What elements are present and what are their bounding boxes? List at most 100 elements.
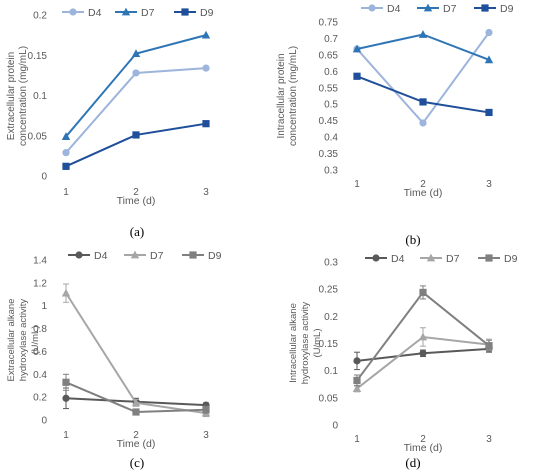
y-tick-label: 0.3 xyxy=(324,258,338,269)
y-tick-label: 0.4 xyxy=(324,133,338,144)
y-tick-label: 1.2 xyxy=(33,278,47,289)
data-point-d7 xyxy=(418,332,428,341)
y-tick-label: 0.2 xyxy=(324,312,338,323)
y-tick-label: 0.6 xyxy=(33,347,47,358)
data-point-d7 xyxy=(131,398,141,407)
y-tick-label: 0.7 xyxy=(324,34,338,45)
data-point-d9 xyxy=(62,162,70,170)
data-point-d7 xyxy=(61,132,71,140)
data-point-d4 xyxy=(62,149,70,157)
data-point-d4 xyxy=(202,64,210,72)
y-tick-label: 0.5 xyxy=(324,100,338,111)
y-tick-label: 0.25 xyxy=(319,285,339,296)
data-point-d9 xyxy=(353,376,361,385)
data-point-d9 xyxy=(62,378,70,386)
x-tick-label: 2 xyxy=(420,434,426,445)
data-point-d4 xyxy=(62,394,70,402)
y-tick-label: 0 xyxy=(41,172,47,183)
y-tick-label: 0.2 xyxy=(33,393,47,404)
data-point-d4 xyxy=(132,69,140,77)
x-tick-label: 1 xyxy=(63,430,69,441)
data-point-d7 xyxy=(418,30,428,38)
x-tick-label: 1 xyxy=(63,187,69,198)
legend-label-d4: D4 xyxy=(387,3,401,15)
data-point-d9 xyxy=(419,98,427,106)
legend-marker-d7 xyxy=(130,250,140,259)
x-tick-label: 1 xyxy=(354,179,360,190)
legend-label-d7: D7 xyxy=(443,3,457,15)
x-tick-label: 1 xyxy=(354,434,360,445)
legend-label-d7: D7 xyxy=(446,253,460,265)
legend-label-d9: D9 xyxy=(208,250,222,262)
x-axis-label: Time (d) xyxy=(117,438,156,450)
x-axis-label: Time (d) xyxy=(404,187,443,199)
data-point-d9 xyxy=(202,406,210,414)
y-axis-label: Extracellular proteinconcentration (mg/m… xyxy=(6,46,29,146)
legend-marker-d7 xyxy=(121,7,131,16)
data-point-d9 xyxy=(202,120,210,128)
panel-label-b: (b) xyxy=(405,232,420,247)
legend-label-d9: D9 xyxy=(500,3,514,15)
y-tick-label: 0.4 xyxy=(33,370,47,381)
y-tick-label: 1.4 xyxy=(33,256,47,267)
data-point-d7 xyxy=(131,49,141,58)
y-tick-label: 0.75 xyxy=(319,18,339,29)
panel-label-d: (d) xyxy=(405,455,420,470)
data-point-d4 xyxy=(419,119,427,127)
panel-b: 0.3 0.35 0.4 0.45 0.5 0.55 0.6 0.65 0.7 0.75 1 2 3 Ti… xyxy=(276,3,514,199)
series-line-d9 xyxy=(356,75,490,114)
data-point-d9 xyxy=(485,342,493,350)
y-tick-label: 0.65 xyxy=(319,50,339,61)
x-tick-label: 3 xyxy=(486,179,492,190)
legend-label-d4: D4 xyxy=(391,253,405,265)
y-tick-label: 0 xyxy=(332,421,338,432)
y-tick-label: 0 xyxy=(41,416,47,427)
y-tick-label: 1 xyxy=(41,301,47,312)
series-line-d7 xyxy=(65,292,207,415)
y-tick-label: 0.3 xyxy=(324,166,338,177)
x-tick-label: 3 xyxy=(203,430,209,441)
data-point-d4 xyxy=(485,28,493,37)
x-tick-label: 2 xyxy=(133,187,139,198)
legend-marker-d7 xyxy=(423,3,433,12)
data-point-d7 xyxy=(484,55,494,64)
y-axis-label: Extracellular alkanehydroxylase activity… xyxy=(6,299,41,382)
y-tick-label: 0.2 xyxy=(33,11,47,22)
legend-marker-d9 xyxy=(485,254,493,262)
data-point-d7 xyxy=(352,384,362,392)
y-axis-label: Intracellular alkanehydroxylase activity… xyxy=(288,302,323,385)
y-tick-label: 0.35 xyxy=(319,149,339,160)
panel-label-c: (c) xyxy=(130,455,144,470)
legend-marker-d4 xyxy=(372,254,380,262)
y-axis-label: Intracellular proteinconcentration (mg/m… xyxy=(276,46,299,146)
x-axis-label: Time (d) xyxy=(404,442,443,454)
panel-a: 0 0.05 0.1 0.15 0.2 1 2 3 Time (d) Extracellular … xyxy=(6,7,214,207)
legend-label-d9: D9 xyxy=(504,253,518,265)
legend-marker-d9 xyxy=(481,4,489,12)
x-tick-label: 2 xyxy=(420,179,426,190)
x-tick-label: 3 xyxy=(486,434,492,445)
y-tick-label: 0.05 xyxy=(319,393,339,404)
data-point-d9 xyxy=(132,131,140,139)
y-tick-label: 0.8 xyxy=(33,324,47,335)
data-point-d9 xyxy=(353,72,361,80)
y-tick-label: 0.1 xyxy=(33,91,47,102)
data-point-d9 xyxy=(485,108,493,117)
y-tick-label: 0.1 xyxy=(324,366,338,377)
legend-label-d7: D7 xyxy=(141,7,155,19)
series-line-d7 xyxy=(356,33,490,61)
panel-c: 0 0.2 0.4 0.6 0.8 1 1.2 1.4 1 2 3 Time (d) Extracell… xyxy=(6,250,222,450)
y-tick-label: 0.15 xyxy=(319,339,339,350)
y-tick-label: 0.55 xyxy=(319,83,339,94)
x-tick-label: 2 xyxy=(133,430,139,441)
data-point-d7 xyxy=(61,288,71,297)
y-tick-label: 0.15 xyxy=(28,51,48,62)
panel-label-a: (a) xyxy=(130,224,144,239)
legend-label-d9: D9 xyxy=(200,7,214,19)
legend-label-d7: D7 xyxy=(150,250,164,262)
legend-marker-d4 xyxy=(75,251,83,259)
legend-marker-d4 xyxy=(368,4,376,12)
data-point-d9 xyxy=(419,288,427,297)
legend-marker-d9 xyxy=(181,8,189,16)
